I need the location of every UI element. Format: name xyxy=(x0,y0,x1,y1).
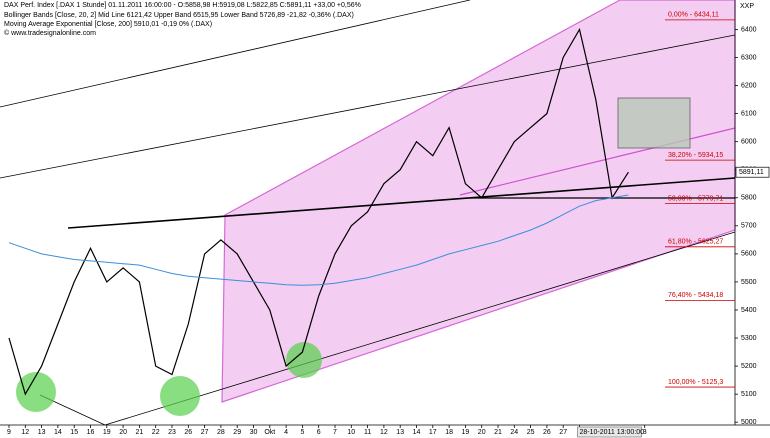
x-cursor-box xyxy=(577,426,642,438)
x-tick-label: 21 xyxy=(494,429,502,436)
x-tick-label: 23 xyxy=(168,429,176,436)
x-tick-label: 27 xyxy=(201,429,209,436)
y-tick-label: 5500 xyxy=(741,279,757,286)
fib-label: 100,00% - 5125,3 xyxy=(668,379,723,386)
fib-label: 61,80% - 5625,27 xyxy=(668,239,723,246)
x-tick-label: 6 xyxy=(317,429,321,436)
x-tick-label: 11 xyxy=(364,429,371,436)
x-tick-label: 16 xyxy=(87,429,95,436)
y-tick-label: 6300 xyxy=(741,54,757,61)
corner-label: XXP xyxy=(740,3,754,10)
y-tick-label: 5100 xyxy=(741,391,757,398)
x-tick-label: 13 xyxy=(396,429,404,436)
x-tick-label: 12 xyxy=(380,429,388,436)
x-tick-label: 5 xyxy=(300,429,304,436)
x-tick-label: 29 xyxy=(233,429,241,436)
x-tick-label: 13 xyxy=(38,429,46,436)
y-tick-label: 5700 xyxy=(741,223,757,230)
source: © www.tradesignalonline.com xyxy=(4,29,96,37)
x-tick-label: 21 xyxy=(136,429,144,436)
y-tick-label: 6000 xyxy=(741,139,757,146)
x-tick-label: 28 xyxy=(217,429,225,436)
y-tick-label: 5300 xyxy=(741,335,757,342)
trend-line xyxy=(104,231,736,426)
trend-channel xyxy=(221,0,736,403)
x-tick-label: 14 xyxy=(54,429,62,436)
x-tick-label: 12 xyxy=(21,429,29,436)
trend-line xyxy=(0,0,471,108)
y-tick-label: 5200 xyxy=(741,363,757,370)
last-price-label: 5891,11 xyxy=(739,169,764,176)
y-tick-label: 5800 xyxy=(741,195,757,202)
fib-label: 0,00% - 6434,11 xyxy=(668,12,719,19)
indicator-label: Bollinger Bands [Close, 20, 2] Mid Line … xyxy=(4,12,354,19)
x-tick-label: 26 xyxy=(543,429,551,436)
fib-label: 76,40% - 5434,18 xyxy=(668,292,723,299)
x-tick-label: 19 xyxy=(103,429,111,436)
indicator-label: Moving Average Exponential [Close, 200] … xyxy=(4,21,212,28)
x-tick-label: 7 xyxy=(333,429,337,436)
price-line xyxy=(8,194,629,286)
x-tick-label: 18 xyxy=(445,429,453,436)
y-tick-label: 5000 xyxy=(741,419,757,426)
y-tick-label: 6200 xyxy=(741,82,757,89)
x-tick-label: 20 xyxy=(478,429,486,436)
x-tick-label: 28-10-2011 13:00:00 xyxy=(580,429,645,436)
x-tick-label: 22 xyxy=(152,429,160,436)
x-tick-label: 9 xyxy=(7,429,11,436)
chart-title: DAX Perf. Index [.DAX 1 Stunde] 01.11.20… xyxy=(4,2,361,9)
target-zone xyxy=(617,97,691,149)
x-tick-label: 26 xyxy=(184,429,192,436)
y-tick-label: 5400 xyxy=(741,307,757,314)
x-tick-label: 25 xyxy=(527,429,535,436)
fib-label: 38,20% - 5934,15 xyxy=(668,152,723,159)
trend-line xyxy=(67,177,736,229)
highlight-circle xyxy=(286,342,322,378)
trend-line xyxy=(0,34,736,179)
x-tick-label: 20 xyxy=(119,429,127,436)
x-tick-label: 3 xyxy=(643,429,647,436)
fib-label: 50,00% - 5779,71 xyxy=(668,195,723,202)
y-tick-label: 6100 xyxy=(741,110,757,117)
x-tick-label: Okt xyxy=(264,429,275,436)
x-tick-label: 15 xyxy=(70,429,78,436)
last-price-box xyxy=(735,166,770,178)
x-tick-label: 17 xyxy=(429,429,437,436)
x-tick-label: 4 xyxy=(284,429,288,436)
x-tick-label: 24 xyxy=(510,429,518,436)
x-tick-label: 27 xyxy=(559,429,567,436)
x-tick-label: 14 xyxy=(413,429,421,436)
x-tick-label: 19 xyxy=(462,429,470,436)
highlight-circle xyxy=(160,376,200,416)
x-tick-label: 30 xyxy=(250,429,258,436)
highlight-circle xyxy=(16,372,56,412)
y-tick-label: 6400 xyxy=(741,26,757,33)
x-tick-label: 10 xyxy=(347,429,355,436)
y-tick-label: 5600 xyxy=(741,251,757,258)
price-line xyxy=(8,27,629,396)
